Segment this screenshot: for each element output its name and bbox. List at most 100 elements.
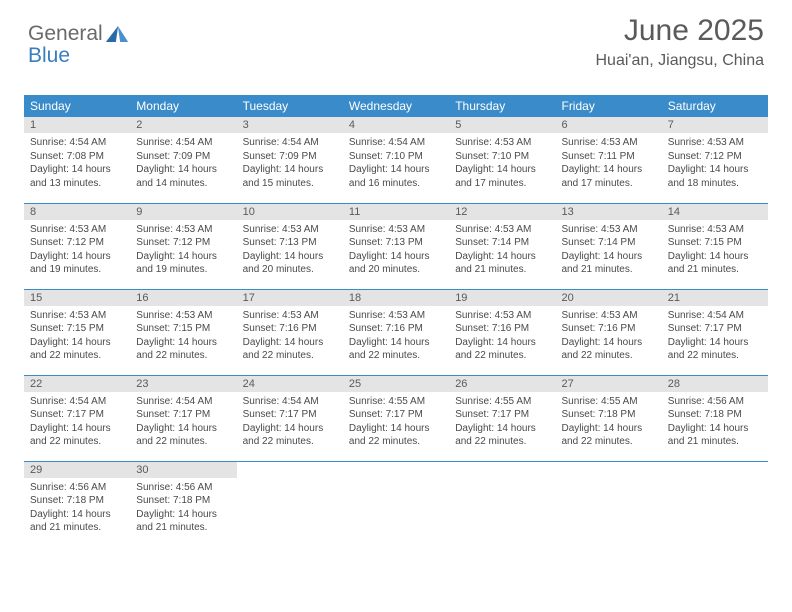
day-details: Sunrise: 4:53 AMSunset: 7:14 PMDaylight:… bbox=[449, 220, 555, 281]
day-details: Sunrise: 4:53 AMSunset: 7:13 PMDaylight:… bbox=[237, 220, 343, 281]
day-details: Sunrise: 4:53 AMSunset: 7:16 PMDaylight:… bbox=[449, 306, 555, 367]
daylight-line1: Daylight: 14 hours bbox=[30, 250, 124, 264]
day-details: Sunrise: 4:53 AMSunset: 7:15 PMDaylight:… bbox=[24, 306, 130, 367]
calendar-day-cell: 9Sunrise: 4:53 AMSunset: 7:12 PMDaylight… bbox=[130, 203, 236, 289]
daylight-line2: and 21 minutes. bbox=[668, 435, 762, 449]
daylight-line2: and 22 minutes. bbox=[668, 349, 762, 363]
day-details: Sunrise: 4:53 AMSunset: 7:14 PMDaylight:… bbox=[555, 220, 661, 281]
day-details: Sunrise: 4:53 AMSunset: 7:15 PMDaylight:… bbox=[662, 220, 768, 281]
daylight-line2: and 19 minutes. bbox=[30, 263, 124, 277]
sunset-text: Sunset: 7:08 PM bbox=[30, 150, 124, 164]
weekday-header: Monday bbox=[130, 95, 236, 117]
sunset-text: Sunset: 7:15 PM bbox=[668, 236, 762, 250]
day-number: 16 bbox=[130, 290, 236, 306]
calendar-day-cell: 11Sunrise: 4:53 AMSunset: 7:13 PMDayligh… bbox=[343, 203, 449, 289]
logo-triangle-icon bbox=[106, 26, 118, 42]
daylight-line2: and 22 minutes. bbox=[243, 349, 337, 363]
daylight-line1: Daylight: 14 hours bbox=[136, 336, 230, 350]
daylight-line1: Daylight: 14 hours bbox=[668, 422, 762, 436]
day-details: Sunrise: 4:53 AMSunset: 7:10 PMDaylight:… bbox=[449, 133, 555, 194]
day-details: Sunrise: 4:55 AMSunset: 7:18 PMDaylight:… bbox=[555, 392, 661, 453]
calendar-day-cell bbox=[555, 461, 661, 547]
daylight-line2: and 22 minutes. bbox=[455, 435, 549, 449]
day-details: Sunrise: 4:53 AMSunset: 7:16 PMDaylight:… bbox=[237, 306, 343, 367]
sunset-text: Sunset: 7:18 PM bbox=[561, 408, 655, 422]
title-block: June 2025 Huai'an, Jiangsu, China bbox=[28, 14, 764, 70]
day-details: Sunrise: 4:53 AMSunset: 7:11 PMDaylight:… bbox=[555, 133, 661, 194]
calendar-day-cell: 13Sunrise: 4:53 AMSunset: 7:14 PMDayligh… bbox=[555, 203, 661, 289]
daylight-line2: and 20 minutes. bbox=[243, 263, 337, 277]
sunset-text: Sunset: 7:18 PM bbox=[136, 494, 230, 508]
calendar-day-cell bbox=[449, 461, 555, 547]
sunset-text: Sunset: 7:18 PM bbox=[30, 494, 124, 508]
sunset-text: Sunset: 7:16 PM bbox=[243, 322, 337, 336]
daylight-line1: Daylight: 14 hours bbox=[30, 336, 124, 350]
day-number: 2 bbox=[130, 117, 236, 133]
sunset-text: Sunset: 7:17 PM bbox=[668, 322, 762, 336]
sunset-text: Sunset: 7:15 PM bbox=[30, 322, 124, 336]
daylight-line2: and 22 minutes. bbox=[136, 349, 230, 363]
day-details: Sunrise: 4:53 AMSunset: 7:13 PMDaylight:… bbox=[343, 220, 449, 281]
calendar-day-cell: 6Sunrise: 4:53 AMSunset: 7:11 PMDaylight… bbox=[555, 117, 661, 203]
sunset-text: Sunset: 7:17 PM bbox=[349, 408, 443, 422]
day-number: 27 bbox=[555, 376, 661, 392]
sunset-text: Sunset: 7:17 PM bbox=[455, 408, 549, 422]
calendar-week-row: 1Sunrise: 4:54 AMSunset: 7:08 PMDaylight… bbox=[24, 117, 768, 203]
daylight-line2: and 21 minutes. bbox=[668, 263, 762, 277]
daylight-line1: Daylight: 14 hours bbox=[561, 163, 655, 177]
sunrise-text: Sunrise: 4:54 AM bbox=[136, 136, 230, 150]
sunrise-text: Sunrise: 4:53 AM bbox=[349, 223, 443, 237]
day-number: 11 bbox=[343, 204, 449, 220]
daylight-line1: Daylight: 14 hours bbox=[561, 422, 655, 436]
daylight-line1: Daylight: 14 hours bbox=[455, 250, 549, 264]
calendar-week-row: 29Sunrise: 4:56 AMSunset: 7:18 PMDayligh… bbox=[24, 461, 768, 547]
calendar-day-cell bbox=[662, 461, 768, 547]
day-number: 22 bbox=[24, 376, 130, 392]
daylight-line1: Daylight: 14 hours bbox=[136, 422, 230, 436]
sunrise-text: Sunrise: 4:53 AM bbox=[561, 223, 655, 237]
sunset-text: Sunset: 7:10 PM bbox=[349, 150, 443, 164]
location-text: Huai'an, Jiangsu, China bbox=[28, 52, 764, 70]
sunset-text: Sunset: 7:09 PM bbox=[243, 150, 337, 164]
day-details: Sunrise: 4:54 AMSunset: 7:08 PMDaylight:… bbox=[24, 133, 130, 194]
day-details: Sunrise: 4:53 AMSunset: 7:12 PMDaylight:… bbox=[662, 133, 768, 194]
sunset-text: Sunset: 7:12 PM bbox=[136, 236, 230, 250]
calendar-day-cell: 14Sunrise: 4:53 AMSunset: 7:15 PMDayligh… bbox=[662, 203, 768, 289]
day-number: 10 bbox=[237, 204, 343, 220]
day-details: Sunrise: 4:56 AMSunset: 7:18 PMDaylight:… bbox=[130, 478, 236, 539]
sunrise-text: Sunrise: 4:53 AM bbox=[30, 223, 124, 237]
daylight-line1: Daylight: 14 hours bbox=[136, 508, 230, 522]
sunset-text: Sunset: 7:15 PM bbox=[136, 322, 230, 336]
calendar-day-cell: 3Sunrise: 4:54 AMSunset: 7:09 PMDaylight… bbox=[237, 117, 343, 203]
daylight-line2: and 16 minutes. bbox=[349, 177, 443, 191]
sunrise-text: Sunrise: 4:54 AM bbox=[30, 136, 124, 150]
daylight-line2: and 22 minutes. bbox=[561, 349, 655, 363]
daylight-line1: Daylight: 14 hours bbox=[668, 336, 762, 350]
day-number: 30 bbox=[130, 462, 236, 478]
daylight-line2: and 22 minutes. bbox=[30, 435, 124, 449]
daylight-line2: and 21 minutes. bbox=[30, 521, 124, 535]
sunrise-text: Sunrise: 4:56 AM bbox=[136, 481, 230, 495]
day-number: 4 bbox=[343, 117, 449, 133]
daylight-line2: and 19 minutes. bbox=[136, 263, 230, 277]
daylight-line1: Daylight: 14 hours bbox=[349, 163, 443, 177]
daylight-line2: and 22 minutes. bbox=[30, 349, 124, 363]
day-number: 28 bbox=[662, 376, 768, 392]
day-number: 9 bbox=[130, 204, 236, 220]
day-number: 8 bbox=[24, 204, 130, 220]
calendar-day-cell bbox=[237, 461, 343, 547]
daylight-line1: Daylight: 14 hours bbox=[30, 508, 124, 522]
sunrise-text: Sunrise: 4:53 AM bbox=[136, 223, 230, 237]
calendar-week-row: 22Sunrise: 4:54 AMSunset: 7:17 PMDayligh… bbox=[24, 375, 768, 461]
day-details: Sunrise: 4:54 AMSunset: 7:10 PMDaylight:… bbox=[343, 133, 449, 194]
sunrise-text: Sunrise: 4:54 AM bbox=[668, 309, 762, 323]
day-number: 21 bbox=[662, 290, 768, 306]
daylight-line2: and 22 minutes. bbox=[455, 349, 549, 363]
weekday-header: Wednesday bbox=[343, 95, 449, 117]
daylight-line2: and 22 minutes. bbox=[349, 435, 443, 449]
calendar-day-cell: 22Sunrise: 4:54 AMSunset: 7:17 PMDayligh… bbox=[24, 375, 130, 461]
sunset-text: Sunset: 7:09 PM bbox=[136, 150, 230, 164]
header: General Blue June 2025 Huai'an, Jiangsu,… bbox=[0, 0, 792, 95]
daylight-line1: Daylight: 14 hours bbox=[349, 422, 443, 436]
sunrise-text: Sunrise: 4:55 AM bbox=[455, 395, 549, 409]
